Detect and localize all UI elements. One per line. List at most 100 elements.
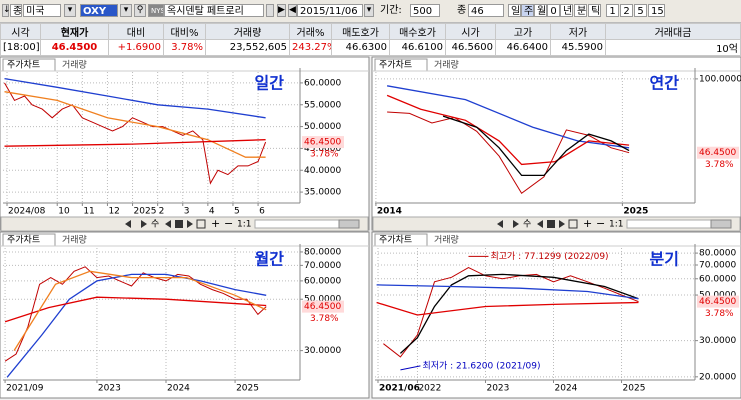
y-tick-label: 80.0000 (304, 247, 341, 257)
scroll-right[interactable] (513, 220, 519, 228)
period-button[interactable]: 년 (560, 4, 573, 17)
period-button[interactable]: 1 (606, 4, 619, 17)
tab-label[interactable]: 주가차트 (7, 59, 40, 71)
price-tag (697, 146, 739, 159)
quote-value: 3.78% (163, 39, 206, 56)
scroll-control[interactable]: 수 (151, 219, 159, 230)
nav-prev[interactable] (165, 220, 171, 228)
period-button[interactable]: 0 (547, 4, 560, 17)
y-tick-label: 70.0000 (699, 261, 736, 271)
nav-copy[interactable] (568, 219, 578, 229)
nav-stop[interactable] (175, 220, 183, 228)
y-tick-label: 60.0000 (304, 276, 341, 286)
change-label: 3.78% (310, 314, 339, 324)
toolbar-icon[interactable]: ⚲ (134, 4, 146, 17)
x-tick-label: 11 (83, 207, 94, 217)
y-tick-label: 50.0000 (304, 295, 341, 305)
toolbar-icon[interactable]: ▶ (277, 4, 286, 17)
x-tick-label: 2025 (623, 207, 648, 217)
toolbar-icon[interactable]: ↓ (2, 4, 11, 17)
toolbar-icon[interactable]: ▾ (120, 4, 132, 17)
toolbar-field[interactable]: 2015/11/06 (297, 4, 363, 17)
tab-label[interactable]: 거래량 (62, 234, 87, 246)
price-line (4, 91, 266, 158)
toolbar-field[interactable]: 미국 (23, 4, 61, 17)
x-tick-label: 2025 (236, 384, 259, 394)
scroll-thumb[interactable] (338, 219, 360, 229)
scroll-right[interactable] (141, 220, 147, 228)
price-tag-label: 46.4500 (304, 138, 341, 148)
y-tick-label: 30.0000 (304, 346, 341, 356)
period-button[interactable]: 15 (648, 4, 665, 17)
tab-label[interactable]: 거래량 (434, 234, 459, 246)
period-button[interactable]: 틱 (588, 4, 601, 17)
x-tick-label: 2021/09 (6, 384, 44, 394)
scroll-control[interactable]: + (583, 217, 592, 230)
quote-table: 시각 현재가 대비 대비% 거래량 거래% 매도호가 매수호가 시가 고가 저가 거래대금 [18:0… (0, 23, 741, 56)
price-line (386, 85, 630, 149)
price-line (4, 82, 267, 185)
scroll-left[interactable] (125, 220, 131, 228)
nav-copy[interactable] (196, 219, 206, 229)
quote-value: 10억 (605, 39, 741, 56)
scroll-control[interactable]: − (224, 217, 233, 230)
quote-value: 46.4500 (40, 39, 109, 56)
toolbar-field[interactable]: 옥시덴탈 페트로리 (164, 4, 264, 17)
period-button[interactable]: 일 (508, 4, 521, 17)
nav-stop[interactable] (547, 220, 555, 228)
scroll-left[interactable] (497, 220, 503, 228)
change-label: 3.78% (705, 309, 734, 319)
toolbar-field[interactable]: 종 (457, 5, 467, 16)
period-button[interactable]: 분 (574, 4, 587, 17)
price-line (4, 77, 266, 119)
toolbar-field[interactable]: 46 (468, 4, 504, 17)
y-tick-label: 20.0000 (699, 372, 736, 382)
quote-value: +1.6900 (108, 39, 164, 56)
scroll-control[interactable]: + (211, 217, 220, 230)
toolbar-field[interactable]: NYSE (148, 4, 164, 17)
price-line (399, 273, 639, 354)
scroll-control[interactable]: − (596, 217, 605, 230)
quote-value: 46.5600 (445, 39, 496, 56)
y-tick-label: 100.0000 (699, 74, 741, 84)
annotation: 최저가 : 21.6200 (2021/09) (422, 360, 540, 371)
x-tick-label: 2025 (134, 207, 157, 217)
price-line (4, 296, 267, 323)
x-tick-label: 2023 (98, 384, 121, 394)
scroll-thumb[interactable] (710, 219, 732, 229)
nav-prev[interactable] (537, 220, 543, 228)
tab-label[interactable]: 주가차트 (379, 234, 412, 246)
tab-label[interactable]: 주가차트 (379, 59, 412, 71)
x-tick-label: 2024/08 (8, 207, 46, 217)
period-button[interactable]: 주 (521, 4, 534, 17)
tab-label[interactable]: 주가차트 (7, 234, 40, 246)
quote-value: 243.27% (289, 39, 332, 56)
scroll-control[interactable]: 1:1 (237, 220, 251, 230)
price-tag (302, 136, 344, 149)
x-tick-label: 12 (108, 207, 119, 217)
scroll-control[interactable]: 1:1 (609, 220, 623, 230)
toolbar-field[interactable]: 기간: (380, 5, 402, 16)
toolbar-icon[interactable]: ◀ (288, 4, 297, 17)
quote-header: 거래% (289, 23, 332, 40)
quote-header: 현재가 (40, 23, 109, 40)
x-tick-label: 2025 (623, 384, 646, 394)
toolbar-field[interactable]: 500 (410, 4, 440, 17)
change-label: 3.78% (310, 150, 339, 160)
toolbar-icon[interactable] (266, 4, 274, 17)
period-button[interactable]: 2 (620, 4, 633, 17)
period-button[interactable]: 월 (534, 4, 547, 17)
period-button[interactable]: 5 (634, 4, 647, 17)
toolbar-field[interactable]: 종 (10, 4, 22, 17)
toolbar-icon[interactable]: ▾ (64, 4, 76, 17)
price-tag (697, 295, 739, 308)
toolbar-field[interactable]: OXY (80, 4, 118, 17)
nav-next[interactable] (187, 220, 193, 228)
x-tick-label: 5 (234, 207, 240, 217)
quote-value: 23,552,605 (205, 39, 290, 56)
toolbar-icon[interactable]: ▾ (364, 4, 374, 17)
nav-next[interactable] (559, 220, 565, 228)
scroll-control[interactable]: 수 (523, 219, 531, 230)
tab-label[interactable]: 거래량 (434, 59, 459, 71)
tab-label[interactable]: 거래량 (62, 59, 87, 71)
